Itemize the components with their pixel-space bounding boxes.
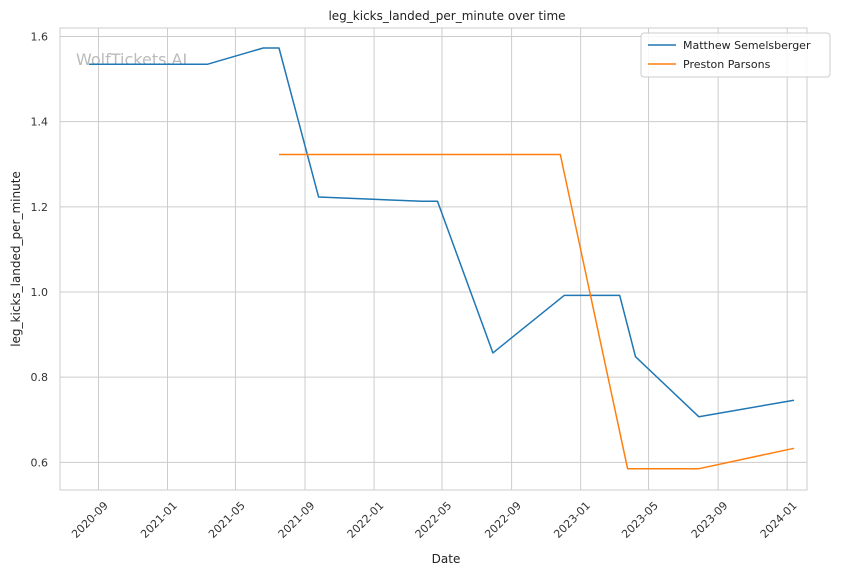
- series-layer: [88, 47, 795, 470]
- legend-label-preston-parsons: Preston Parsons: [683, 58, 771, 71]
- plot-frame: [59, 27, 808, 491]
- y-axis-ticks: 0.6 0.8 1.0 1.2 1.4 1.6: [31, 31, 49, 470]
- y-tick-label: 1.4: [31, 116, 49, 129]
- legend-box: [640, 32, 831, 78]
- y-axis-label: leg_kicks_landed_per_minute: [9, 171, 23, 347]
- y-tick-label: 0.6: [31, 456, 49, 469]
- y-tick-label: 1.2: [31, 201, 49, 214]
- y-tick-label: 1.6: [31, 31, 49, 44]
- y-tick-label: 1.0: [31, 286, 49, 299]
- grid: [60, 28, 807, 490]
- series-line-preston-parsons: [279, 153, 795, 470]
- series-line-matthew-semelsberger: [88, 47, 795, 418]
- y-tick-label: 0.8: [31, 371, 49, 384]
- chart-title: leg_kicks_landed_per_minute over time: [328, 9, 565, 23]
- legend-label-matthew-semelsberger: Matthew Semelsberger: [683, 39, 811, 52]
- legend: Matthew Semelsberger Preston Parsons: [640, 32, 831, 78]
- x-axis-label: Date: [432, 552, 461, 566]
- watermark: WolfTickets.AI: [76, 50, 187, 69]
